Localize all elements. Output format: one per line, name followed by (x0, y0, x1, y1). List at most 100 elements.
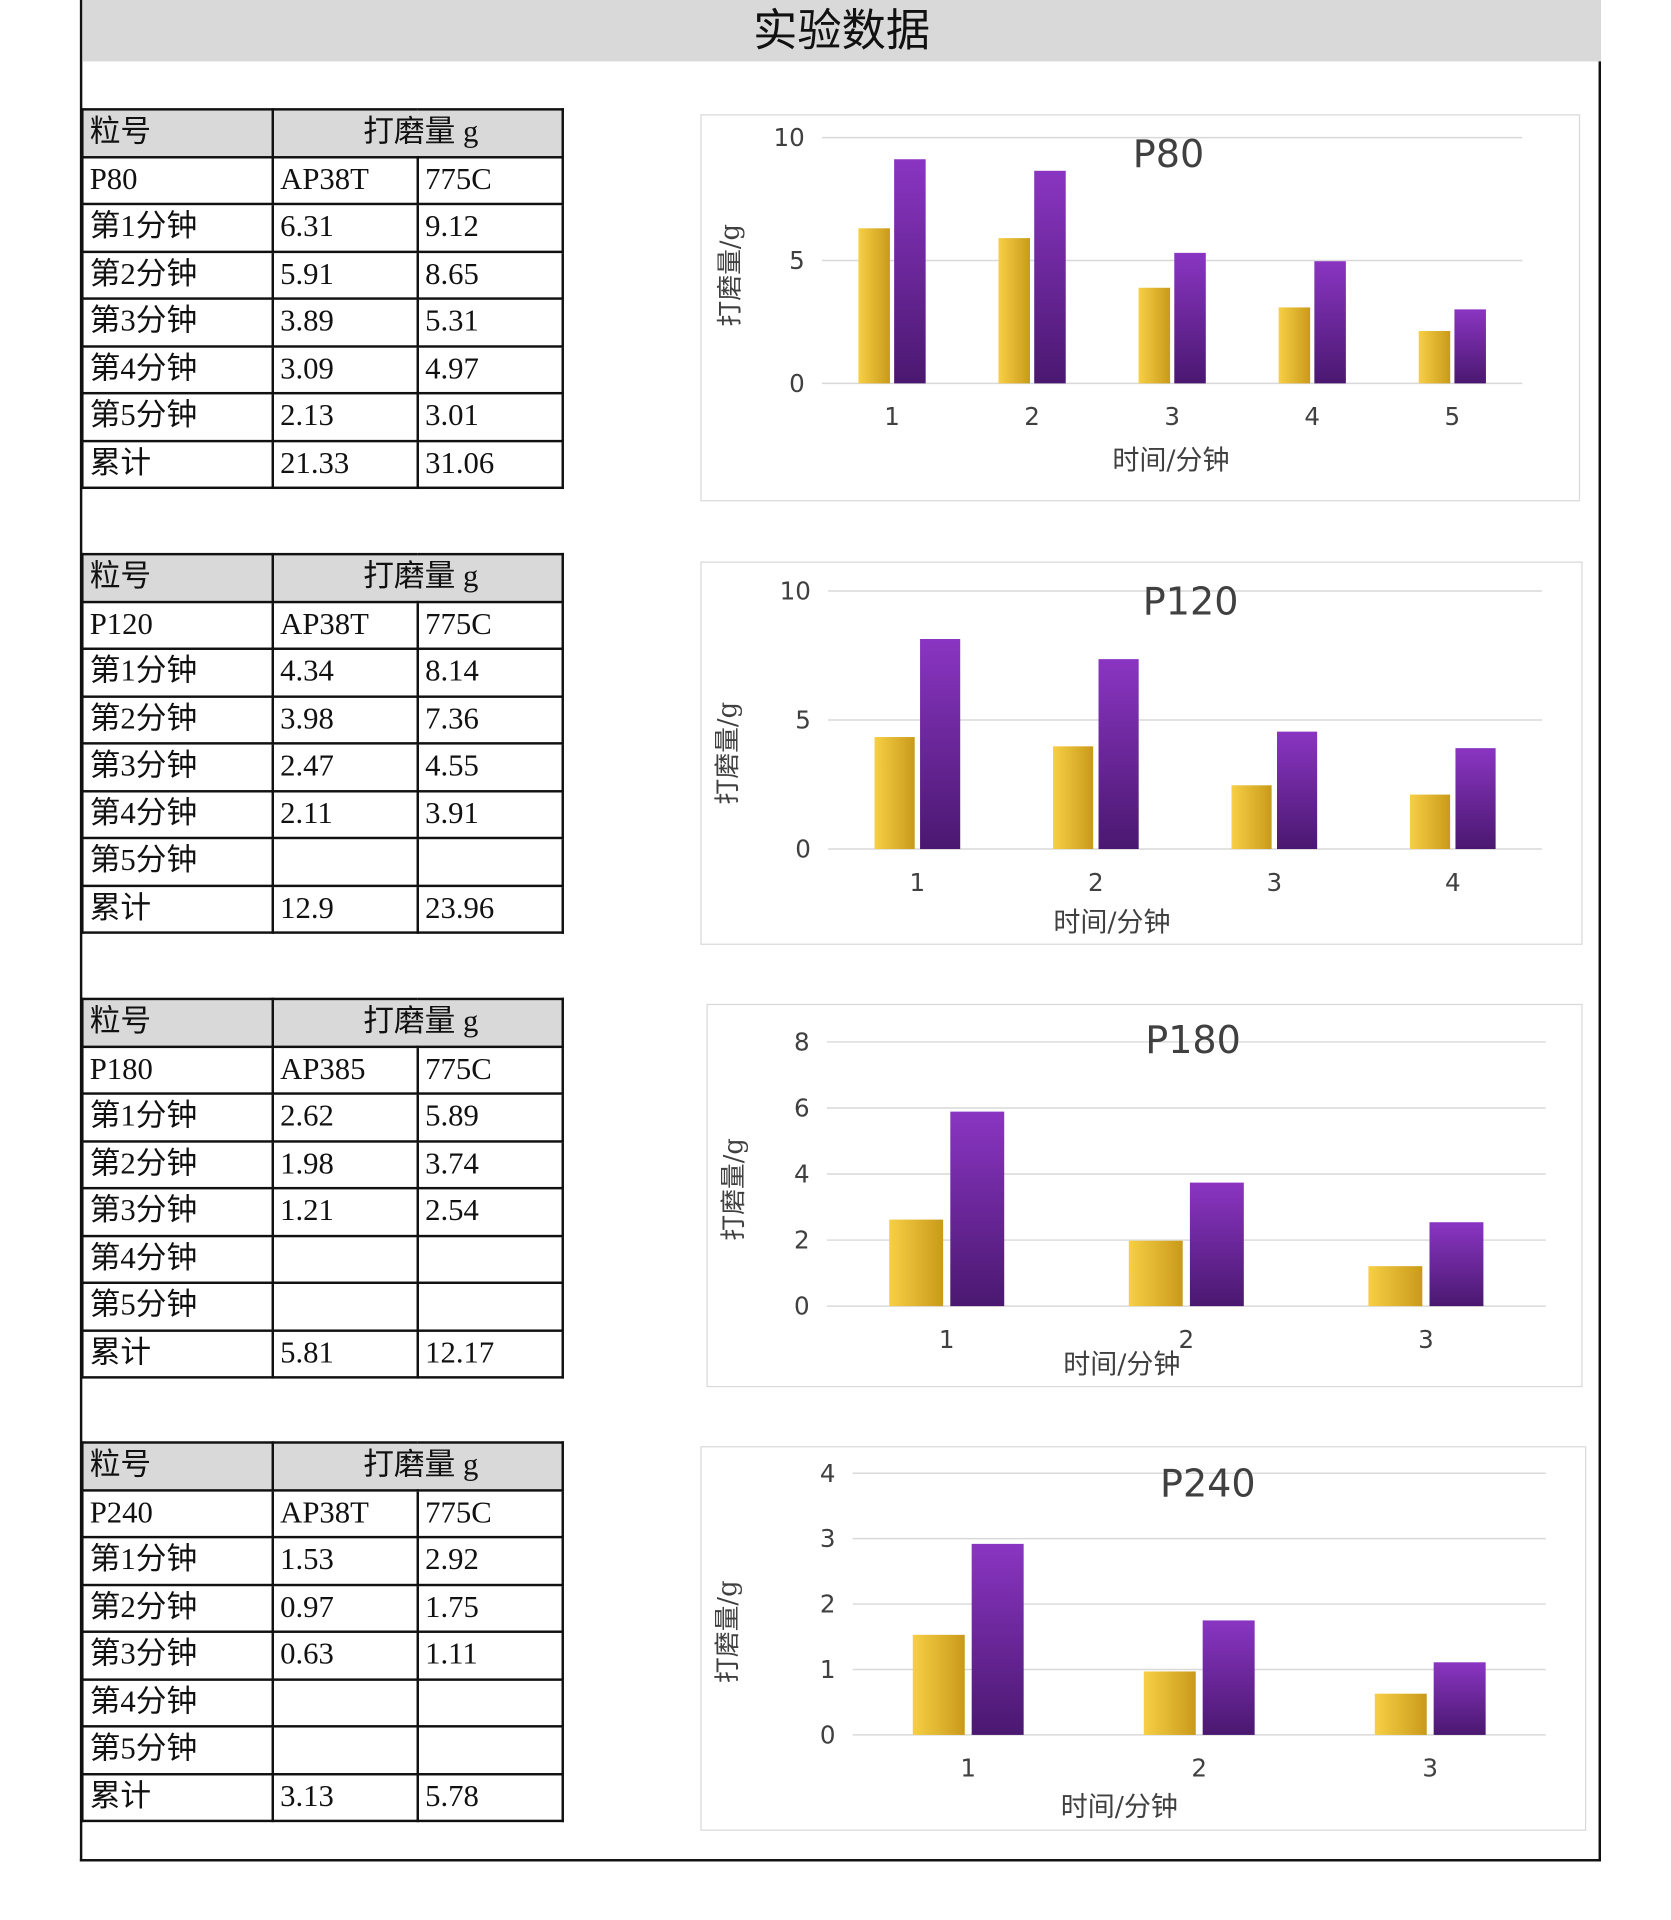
cell-775c: 5.89 (416, 1092, 564, 1143)
table-row: 第5分钟 2.13 3.01 (81, 391, 564, 442)
cell-775c: 3.91 (416, 789, 564, 840)
chart-svg: 0 2 4 6 8 1 2 3 P180 时间/分钟 打磨量/g (719, 1018, 1546, 1381)
x-tick-label: 4 (1304, 402, 1320, 431)
x-axis-label: 时间/分钟 (1053, 907, 1170, 938)
row-label: P80 (81, 155, 275, 206)
bar (1418, 331, 1451, 384)
cell-ap: 1.21 (271, 1186, 419, 1237)
header-amount: 打磨量 g (271, 552, 564, 603)
bar (858, 228, 890, 384)
bar (1455, 748, 1496, 850)
cell-775c: 5.78 (416, 1772, 564, 1823)
table-row: 第2分钟 1.98 3.74 (81, 1139, 564, 1190)
table-header-row: 粒号 打磨量 g (81, 552, 564, 603)
x-tick-label: 4 (1445, 868, 1461, 897)
x-tick-label: 2 (1024, 402, 1040, 431)
row-label: 累计 (81, 884, 275, 934)
bar (920, 638, 961, 850)
row-label: 第1分钟 (81, 647, 275, 698)
y-axis-label: 打磨量/g (719, 1138, 749, 1241)
row-label: 第2分钟 (81, 250, 275, 300)
header-grit: 粒号 (81, 552, 275, 603)
y-tick-label: 0 (794, 1292, 810, 1321)
y-tick-label: 5 (789, 246, 805, 275)
chart-title: P180 (1145, 1018, 1241, 1062)
cell-ap: 4.34 (271, 647, 419, 698)
bar (1128, 1240, 1183, 1307)
y-tick-label: 10 (780, 577, 811, 606)
x-tick-label: 3 (1418, 1325, 1434, 1354)
row-label: 第1分钟 (81, 1092, 275, 1143)
table-row: P180 AP385 775C (81, 1045, 564, 1095)
bar (1138, 287, 1171, 384)
cell-ap: 5.91 (271, 250, 419, 300)
header-grit: 粒号 (81, 1441, 275, 1492)
cell-775c: 4.97 (416, 344, 564, 395)
row-label: 第2分钟 (81, 1583, 275, 1633)
y-tick-label: 4 (820, 1459, 836, 1488)
cell-775c: 2.92 (416, 1535, 564, 1586)
row-label: 第5分钟 (81, 836, 275, 887)
cell-ap: 2.13 (271, 391, 419, 442)
cell-ap: AP38T (271, 1488, 419, 1539)
table-row: 第1分钟 1.53 2.92 (81, 1535, 564, 1586)
header-grit: 粒号 (81, 997, 275, 1048)
table-row: 第3分钟 0.63 1.11 (81, 1630, 564, 1681)
table-row: 累计 5.81 12.17 (81, 1328, 564, 1379)
page-title: 实验数据 (82, 0, 1601, 62)
bar (1429, 1222, 1484, 1307)
chart-P240: 0 1 2 3 4 1 2 3 P240 时间/分钟 打磨量/g (700, 1446, 1587, 1831)
cell-ap: 3.09 (271, 344, 419, 395)
chart-P180: 0 2 4 6 8 1 2 3 P180 时间/分钟 打磨量/g (706, 1003, 1583, 1388)
table-row: 第4分钟 2.11 3.91 (81, 789, 564, 840)
table-header-row: 粒号 打磨量 g (81, 997, 564, 1048)
y-axis-label: 打磨量/g (715, 224, 745, 327)
cell-ap: 2.62 (271, 1092, 419, 1143)
cell-ap: 12.9 (271, 884, 419, 934)
x-tick-label: 3 (1164, 402, 1180, 431)
x-tick-label: 2 (1178, 1325, 1194, 1354)
bar (1409, 794, 1451, 850)
y-tick-label: 1 (820, 1655, 836, 1684)
cell-775c: 8.14 (416, 647, 564, 698)
bar (889, 1219, 944, 1307)
cell-775c (416, 1677, 564, 1728)
cell-ap: 2.11 (271, 789, 419, 840)
chart-title: P120 (1143, 579, 1239, 623)
header-amount: 打磨量 g (271, 108, 564, 158)
row-label: 第4分钟 (81, 344, 275, 395)
x-tick-label: 3 (1266, 868, 1282, 897)
table-row: 第4分钟 (81, 1234, 564, 1284)
cell-775c (416, 836, 564, 887)
cell-ap: 6.31 (271, 202, 419, 253)
bar (1433, 1662, 1486, 1735)
row-label: 累计 (81, 1328, 275, 1379)
cell-775c: 31.06 (416, 439, 564, 490)
x-tick-label: 2 (1191, 1754, 1207, 1783)
bar (874, 737, 915, 850)
cell-ap (271, 836, 419, 887)
x-tick-label: 5 (1445, 402, 1461, 431)
bar (971, 1543, 1024, 1735)
cell-775c (416, 1234, 564, 1284)
cell-775c: 1.75 (416, 1583, 564, 1633)
data-table: 粒号 打磨量 g P180 AP385 775C 第1分钟 2.62 5.89 第2分钟 1.98… (81, 997, 564, 1379)
header-amount: 打磨量 g (271, 1441, 564, 1492)
cell-775c: 775C (416, 600, 564, 650)
header-amount: 打磨量 g (271, 997, 564, 1048)
cell-775c: 3.01 (416, 391, 564, 442)
page-frame (79, 0, 1601, 1862)
row-label: 第2分钟 (81, 694, 275, 745)
cell-775c: 1.11 (416, 1630, 564, 1681)
row-label: 第1分钟 (81, 202, 275, 253)
table-row: 第4分钟 3.09 4.97 (81, 344, 564, 395)
y-tick-label: 5 (795, 706, 811, 735)
y-tick-label: 8 (794, 1028, 810, 1057)
row-label: 第3分钟 (81, 742, 275, 792)
x-axis-label: 时间/分钟 (1061, 1792, 1178, 1823)
x-tick-label: 1 (910, 868, 926, 897)
x-tick-label: 1 (939, 1325, 955, 1354)
bar (912, 1634, 965, 1735)
cell-ap: AP38T (271, 600, 419, 650)
